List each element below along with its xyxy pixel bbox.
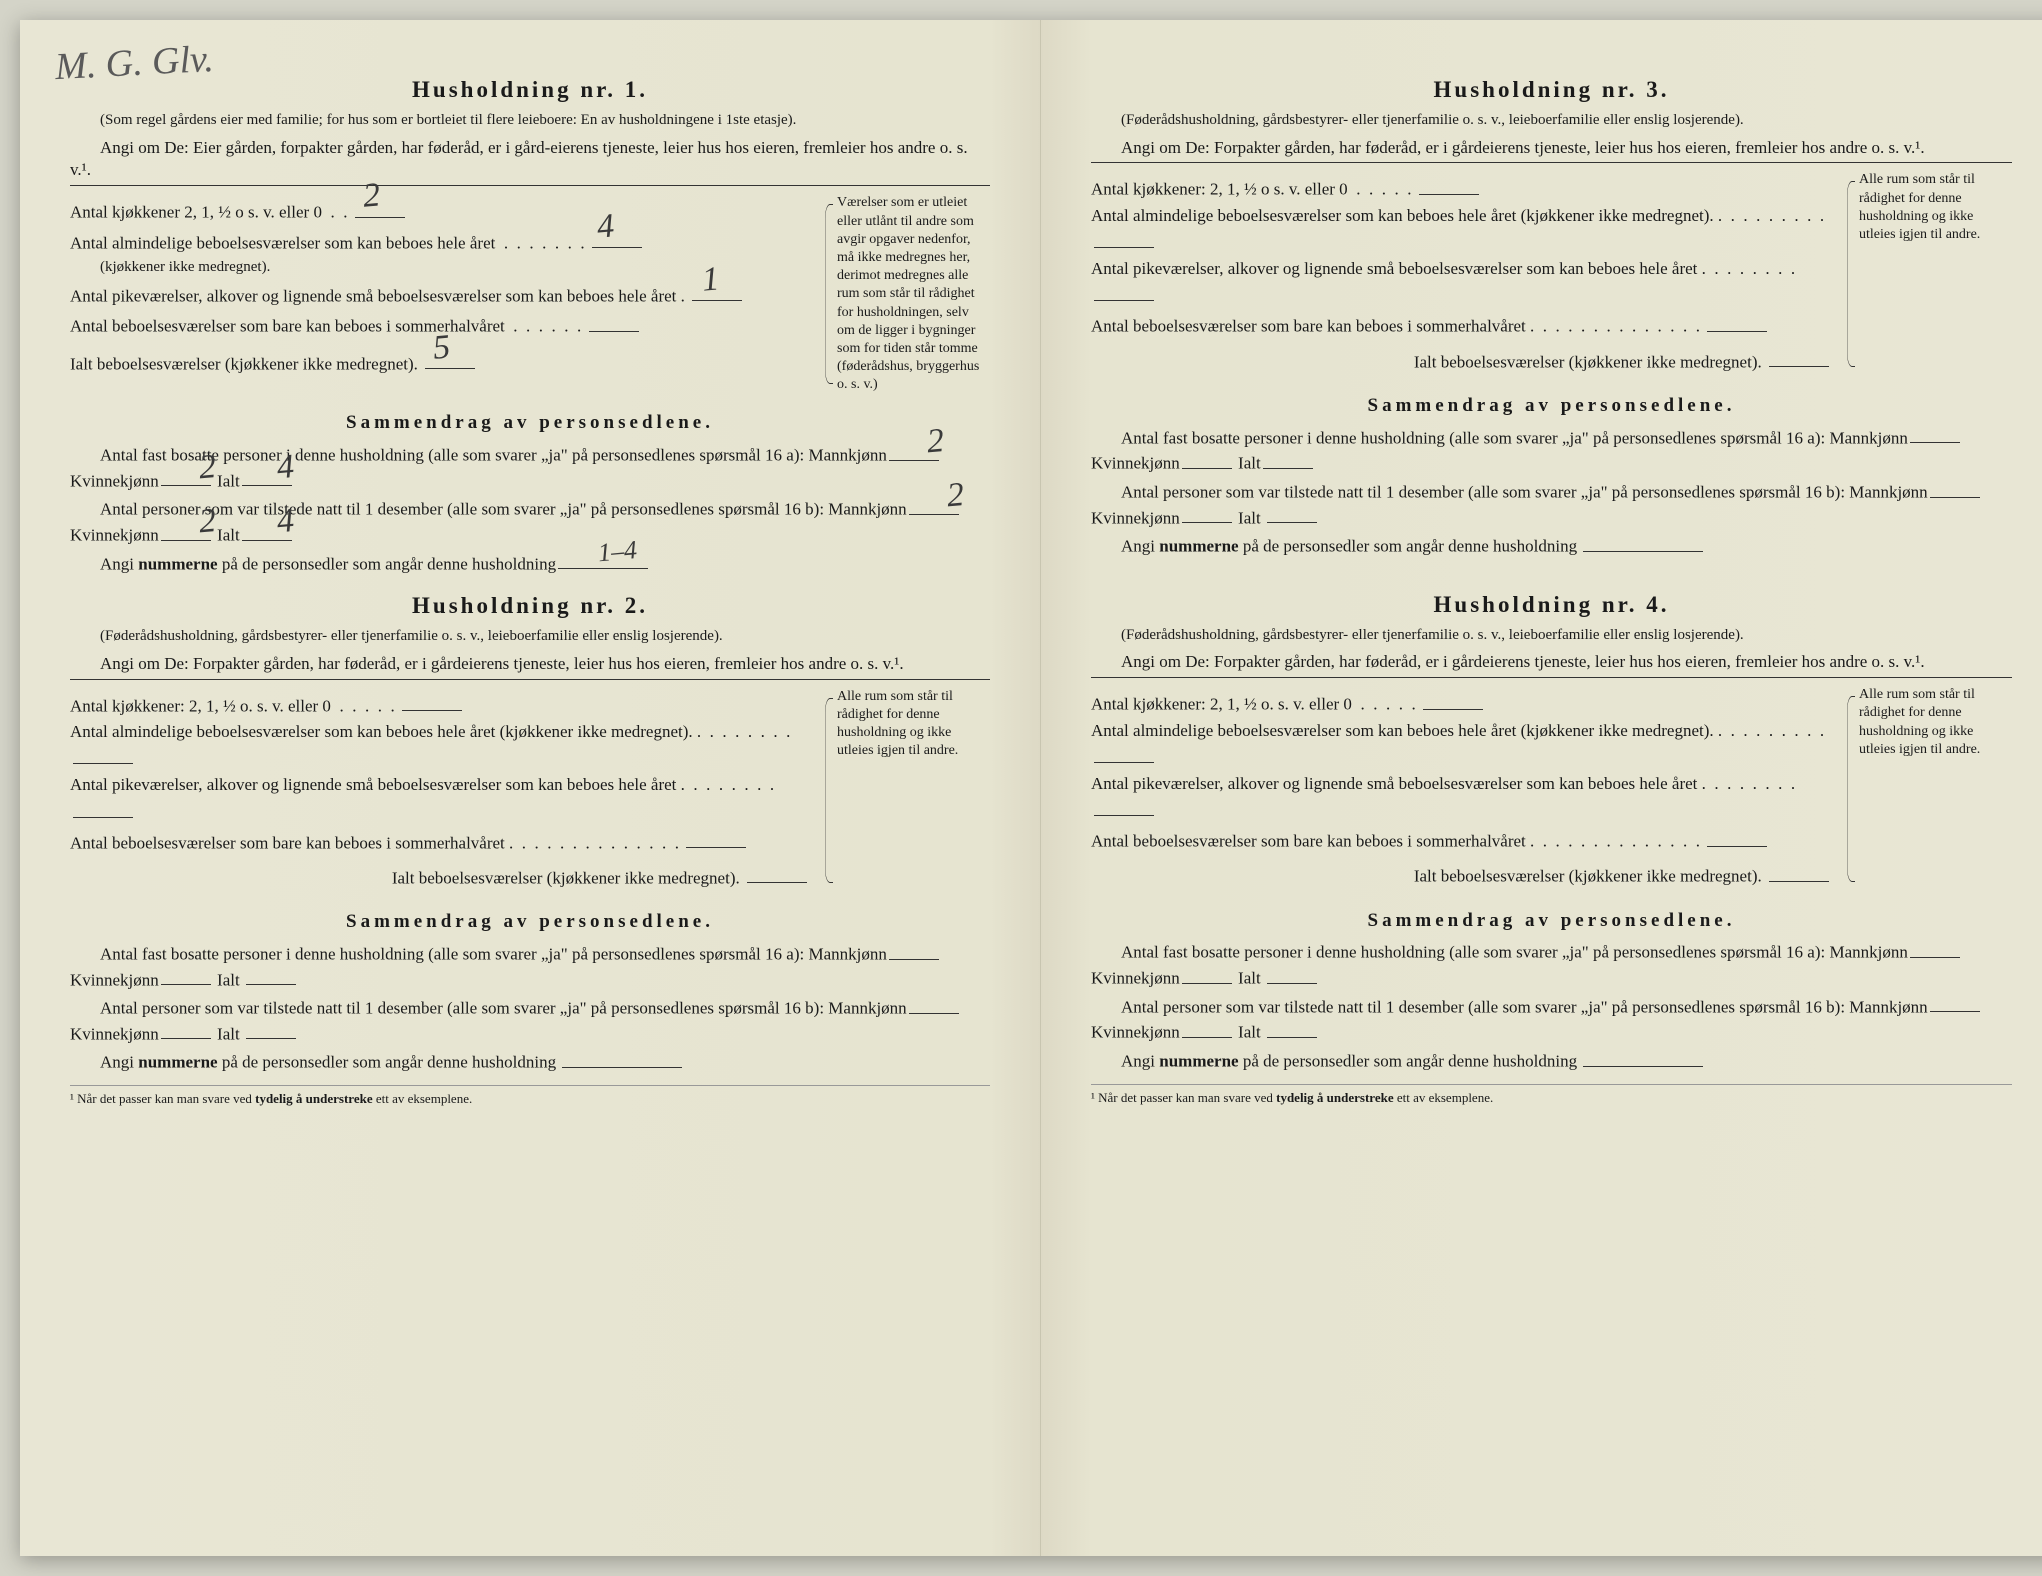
kjokken-value: 2 [362, 187, 380, 205]
page-right: Husholdning nr. 3. (Føderådshusholdning,… [1041, 20, 2042, 1556]
household-4-sidenote: Alle rum som står til rådighet for denne… [1847, 686, 2012, 892]
household-4-fast: Antal fast bosatte personer i denne hush… [1091, 939, 2012, 990]
household-1-tilstede-text: Antal personer som var tilstede natt til… [70, 496, 990, 547]
pike-label: Antal pikeværelser, alkover og lignende … [70, 286, 676, 305]
household-2-rooms-block: Antal kjøkkener: 2, 1, ½ o. s. v. eller … [70, 688, 990, 894]
footnote-left: ¹ Når det passer kan man svare ved tydel… [70, 1085, 990, 1108]
household-1-angi: Angi om De: Eier gården, forpakter gårde… [70, 137, 990, 183]
household-3-nummer: Angi nummerne på de personsedler som ang… [1091, 533, 2012, 559]
household-2-nummer: Angi nummerne på de personsedler som ang… [70, 1049, 990, 1075]
ialt-value: 5 [432, 338, 450, 356]
household-1-fast-text: Antal fast bosatte personer i denne hush… [70, 442, 990, 493]
household-2-tilstede: Antal personer som var tilstede natt til… [70, 995, 990, 1046]
household-3-angi: Angi om De: Forpakter gården, har føderå… [1091, 137, 2012, 160]
household-2-summary-title: Sammendrag av personsedlene. [70, 909, 990, 935]
household-4-rooms-block: Antal kjøkkener: 2, 1, ½ o. s. v. eller … [1091, 686, 2012, 892]
household-2-angi: Angi om De: Forpakter gården, har føderå… [70, 653, 990, 676]
almindelige-value: 4 [596, 217, 614, 235]
household-3-summary-title: Sammendrag av personsedlene. [1091, 393, 2012, 419]
kjokken-label-3: Antal kjøkkener: 2, 1, ½ o s. v. eller 0 [1091, 180, 1348, 199]
household-3-fast: Antal fast bosatte personer i denne hush… [1091, 425, 2012, 476]
household-4-nummer: Angi nummerne på de personsedler som ang… [1091, 1048, 2012, 1074]
almindelige-label-3: Antal almindelige beboelsesværelser som … [1091, 206, 1714, 225]
household-2-fast: Antal fast bosatte personer i denne hush… [70, 941, 990, 992]
household-1-sidenote: Værelser som er utleiet eller utlånt til… [825, 194, 990, 394]
page-left: M. G. Glv. Husholdning nr. 1. (Som regel… [20, 20, 1041, 1556]
household-3-intro: (Føderådshusholdning, gårdsbestyrer- ell… [1091, 111, 2012, 131]
household-4-intro: (Føderådshusholdning, gårdsbestyrer- ell… [1091, 626, 2012, 646]
household-2-title: Husholdning nr. 2. [70, 590, 990, 621]
almindelige-label-4: Antal almindelige beboelsesværelser som … [1091, 721, 1714, 740]
household-2-intro: (Føderådshusholdning, gårdsbestyrer- ell… [70, 627, 990, 647]
pike-label-3: Antal pikeværelser, alkover og lignende … [1091, 259, 1697, 278]
almindelige-label-2: Antal almindelige beboelsesværelser som … [70, 722, 693, 741]
household-1-nummer: Angi nummerne på de personsedler som ang… [70, 551, 990, 577]
document-spread: M. G. Glv. Husholdning nr. 1. (Som regel… [20, 20, 2042, 1556]
household-1-summary-title: Sammendrag av personsedlene. [70, 410, 990, 436]
sommer-label-3: Antal beboelsesværelser som bare kan beb… [1091, 317, 1526, 336]
household-4-tilstede: Antal personer som var tilstede natt til… [1091, 994, 2012, 1045]
household-3-sidenote: Alle rum som står til rådighet for denne… [1847, 171, 2012, 377]
household-1-rooms-block: Antal kjøkkener 2, 1, ½ o s. v. eller 0 … [70, 194, 990, 394]
household-3-rooms-block: Antal kjøkkener: 2, 1, ½ o s. v. eller 0… [1091, 171, 2012, 377]
kjokken-label-4: Antal kjøkkener: 2, 1, ½ o. s. v. eller … [1091, 695, 1352, 714]
footnote-right: ¹ Når det passer kan man svare ved tydel… [1091, 1084, 2012, 1107]
household-1-intro: (Som regel gårdens eier med familie; for… [70, 111, 990, 131]
almindelige-label: Antal almindelige beboelsesværelser som … [70, 233, 495, 252]
ialt-label: Ialt beboelsesværelser (kjøkkener ikke m… [70, 354, 418, 373]
almindelige-sub: (kjøkkener ikke medregnet). [100, 259, 270, 275]
ialt-label-2: Ialt beboelsesværelser (kjøkkener ikke m… [392, 868, 740, 887]
sommer-label-2: Antal beboelsesværelser som bare kan beb… [70, 833, 505, 852]
household-4-angi: Angi om De: Forpakter gården, har føderå… [1091, 651, 2012, 674]
household-4-summary-title: Sammendrag av personsedlene. [1091, 908, 2012, 934]
household-2-sidenote: Alle rum som står til rådighet for denne… [825, 688, 990, 894]
ialt-label-3: Ialt beboelsesværelser (kjøkkener ikke m… [1414, 352, 1762, 371]
pike-value: 1 [701, 270, 719, 288]
sommer-label-4: Antal beboelsesværelser som bare kan beb… [1091, 832, 1526, 851]
pike-label-4: Antal pikeværelser, alkover og lignende … [1091, 774, 1697, 793]
household-3-title: Husholdning nr. 3. [1091, 74, 2012, 105]
ialt-label-4: Ialt beboelsesværelser (kjøkkener ikke m… [1414, 867, 1762, 886]
pike-label-2: Antal pikeværelser, alkover og lignende … [70, 775, 676, 794]
household-4-title: Husholdning nr. 4. [1091, 589, 2012, 620]
kjokken-label-2: Antal kjøkkener: 2, 1, ½ o. s. v. eller … [70, 696, 331, 715]
household-3-tilstede: Antal personer som var tilstede natt til… [1091, 479, 2012, 530]
kjokken-label: Antal kjøkkener 2, 1, ½ o s. v. eller 0 [70, 203, 322, 222]
handwritten-margin-note: M. G. Glv. [54, 34, 215, 94]
